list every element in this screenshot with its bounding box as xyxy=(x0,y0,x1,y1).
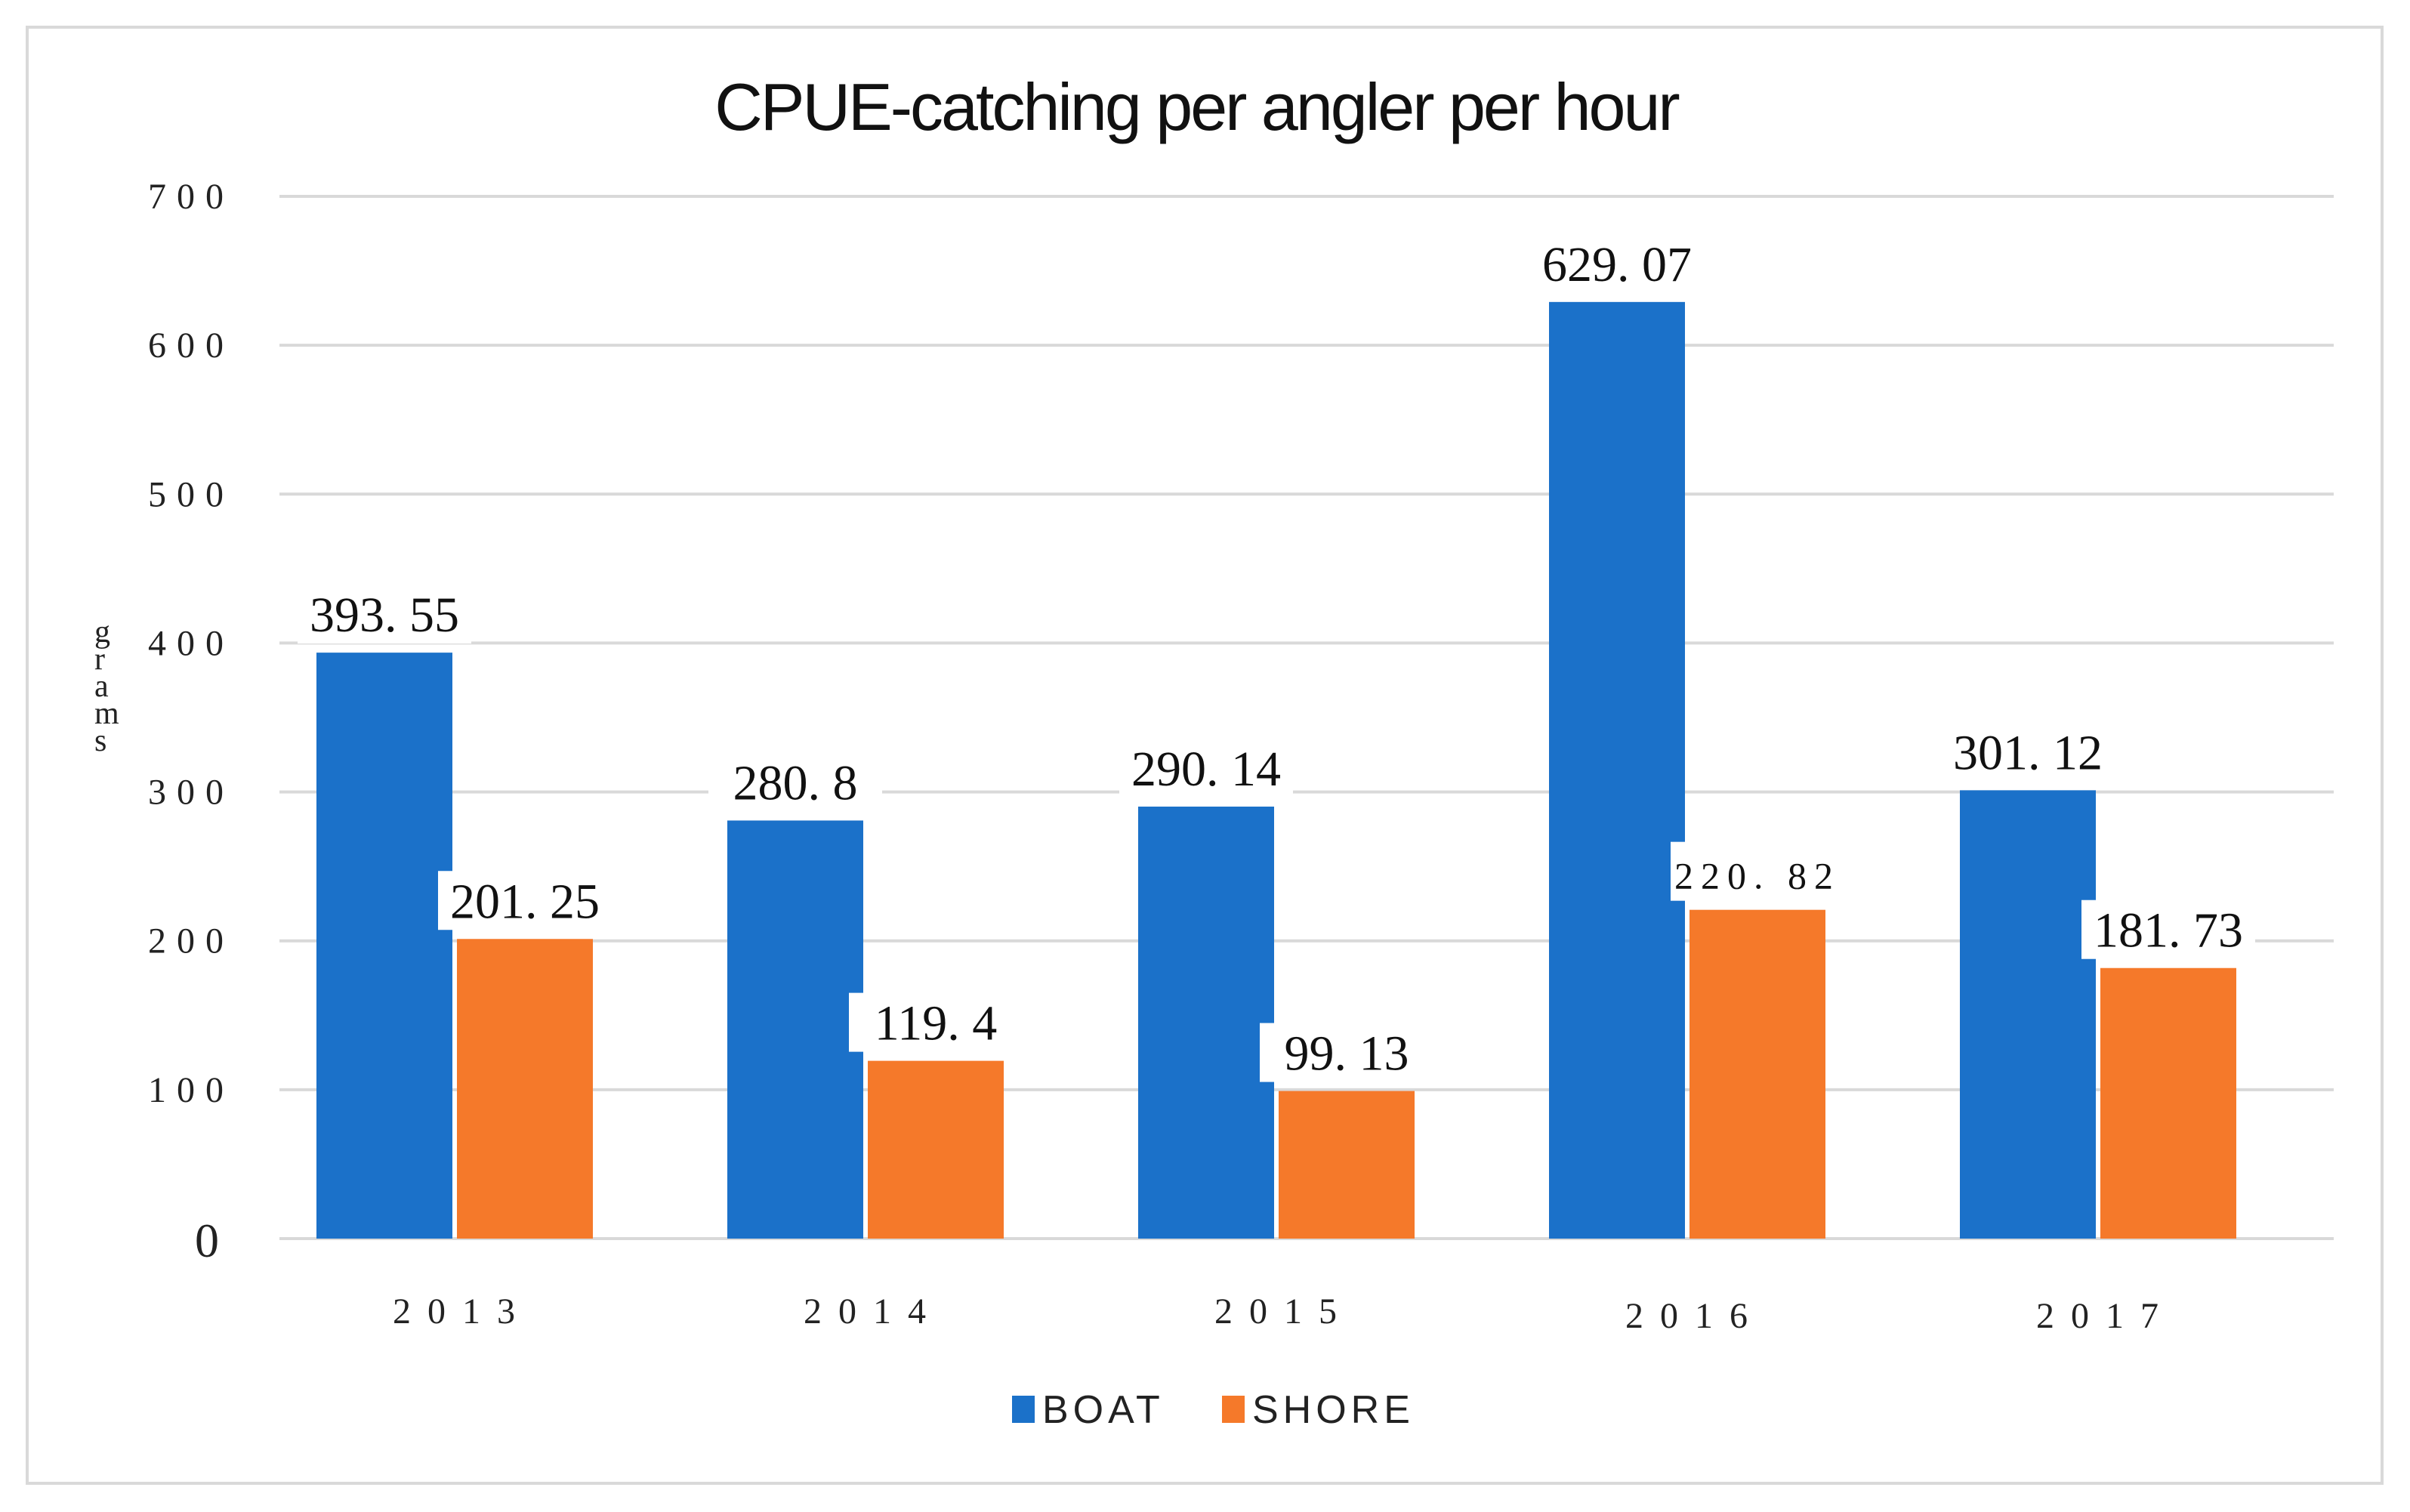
data-label-bg-shore-2013 xyxy=(438,871,612,930)
data-label-boat-2014: 280. 8 xyxy=(733,755,858,810)
data-label-shore-2014: 119. 4 xyxy=(875,996,998,1051)
data-label-shore-2015: 99. 13 xyxy=(1285,1026,1409,1082)
y-tick-label-300: 300 xyxy=(148,773,234,813)
data-label-boat-2016: 629. 07 xyxy=(1542,237,1692,292)
bar-boat-2017 xyxy=(1960,790,2096,1239)
legend: BOAT SHORE xyxy=(1012,1388,1415,1432)
x-axis: 2013 2014 2015 2016 2017 xyxy=(393,1291,2175,1336)
y-tick-label-0: 0 xyxy=(195,1214,219,1267)
data-label-bg-boat-2014 xyxy=(708,752,882,812)
bar-shore-2014 xyxy=(868,1060,1004,1239)
x-tick-label-2016: 2016 xyxy=(1625,1296,1764,1336)
y-tick-label-200: 200 xyxy=(148,921,234,961)
y-tick-label-700: 700 xyxy=(148,177,234,217)
x-tick-label-2017: 2017 xyxy=(2036,1296,2175,1336)
legend-swatch-shore xyxy=(1222,1396,1245,1423)
bars-layer xyxy=(316,301,2236,1239)
y-axis: 0 100 200 300 400 500 600 700 xyxy=(148,177,234,1267)
data-label-bg-shore-2017 xyxy=(2081,899,2255,959)
data-label-shore-2013: 201. 25 xyxy=(450,874,600,929)
data-label-boat-2017: 301. 12 xyxy=(1953,725,2103,780)
x-tick-label-2013: 2013 xyxy=(393,1291,532,1331)
data-label-boat-2015: 290. 14 xyxy=(1131,742,1281,797)
data-label-shore-2017: 181. 73 xyxy=(2094,903,2243,958)
bar-shore-2016 xyxy=(1689,909,1825,1239)
bar-shore-2013 xyxy=(457,939,593,1239)
bar-boat-2016 xyxy=(1549,301,1685,1239)
data-label-bg-boat-2013 xyxy=(298,585,471,644)
data-label-bg-boat-2017 xyxy=(1941,722,2115,782)
y-tick-label-400: 400 xyxy=(148,623,234,663)
bar-boat-2013 xyxy=(316,653,452,1239)
legend-label-boat: BOAT xyxy=(1042,1388,1165,1432)
x-tick-label-2014: 2014 xyxy=(804,1291,943,1331)
data-label-bg-shore-2015 xyxy=(1260,1023,1433,1082)
data-label-bg-boat-2015 xyxy=(1119,739,1293,798)
data-label-bg-shore-2016 xyxy=(1671,841,1844,901)
bar-boat-2014 xyxy=(727,820,863,1239)
y-tick-label-100: 100 xyxy=(148,1070,234,1110)
data-label-bg-boat-2016 xyxy=(1530,233,1704,293)
chart-title: CPUE-catching per angler per hour xyxy=(714,69,1679,144)
data-label-shore-2016: 220. 82 xyxy=(1674,855,1841,897)
y-tick-label-500: 500 xyxy=(148,474,234,514)
y-tick-label-600: 600 xyxy=(148,326,234,366)
legend-swatch-boat xyxy=(1012,1396,1035,1423)
data-label-bg-shore-2014 xyxy=(849,992,1023,1052)
bar-shore-2015 xyxy=(1279,1091,1415,1239)
data-labels-layer: 393. 55 201. 25 280. 8 119. 4 290. 14 99. 13 6… xyxy=(298,233,2255,1082)
bar-boat-2015 xyxy=(1138,807,1274,1239)
bar-shore-2017 xyxy=(2100,967,2236,1239)
legend-label-shore: SHORE xyxy=(1252,1388,1415,1432)
x-tick-label-2015: 2015 xyxy=(1214,1291,1353,1331)
data-label-boat-2013: 393. 55 xyxy=(310,588,459,643)
